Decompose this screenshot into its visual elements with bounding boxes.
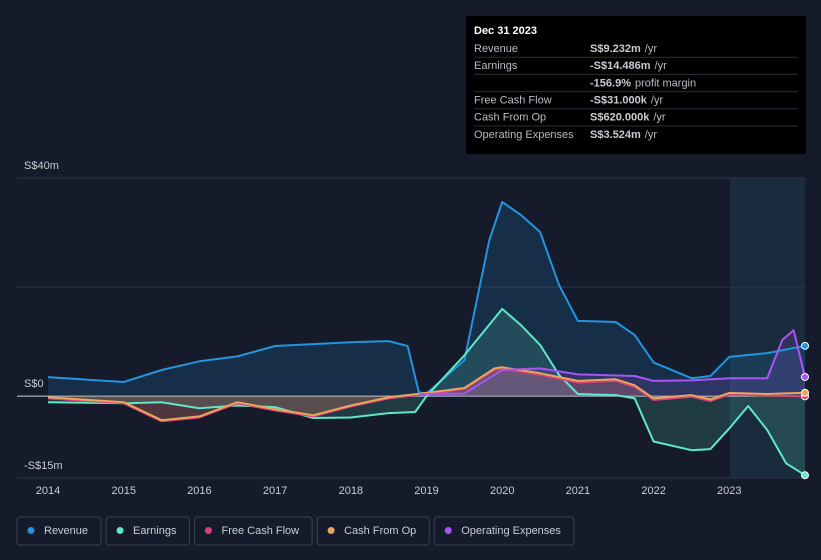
tooltip-label: Operating Expenses: [474, 129, 574, 141]
tooltip-value: S$9.232m: [590, 43, 641, 55]
legend-box: [16, 516, 102, 546]
legend-label: Free Cash Flow: [221, 525, 299, 537]
x-axis: 2014 2015 2016 2017 2018 2019 2020 2021 2022 2023: [36, 485, 742, 497]
tooltip-label: Cash From Op: [474, 112, 546, 124]
lines: [47, 201, 809, 480]
series-end-dot: [801, 471, 809, 480]
y-tick-label: S$40m: [24, 160, 59, 172]
tooltip-label: Revenue: [474, 43, 518, 55]
y-tick-label: S$0: [24, 378, 44, 390]
series-line: [47, 201, 806, 395]
legend-box: [316, 516, 430, 546]
legend-label: Operating Expenses: [461, 525, 561, 537]
legend-dot: [327, 527, 335, 534]
tooltip-value: -S$31.000k: [590, 95, 648, 107]
tooltip-label: Free Cash Flow: [474, 95, 552, 107]
tooltip-unit: /yr: [645, 43, 658, 55]
legend-box: [433, 516, 575, 546]
legend-dot: [204, 527, 212, 534]
legend-label: Earnings: [133, 525, 177, 537]
x-tick-label: 2019: [414, 485, 438, 497]
legend-item[interactable]: Cash From Op: [316, 516, 430, 546]
series-line: [47, 366, 806, 422]
series-line: [418, 329, 806, 395]
series-end-dot: [801, 372, 809, 381]
legend-item[interactable]: Revenue: [16, 516, 102, 546]
legend-dot: [444, 527, 452, 534]
x-tick-label: 2017: [263, 485, 287, 497]
y-tick-label: -S$15m: [24, 460, 63, 472]
x-tick-label: 2020: [490, 485, 514, 497]
x-tick-label: 2014: [36, 485, 60, 497]
legend-label: Cash From Op: [344, 525, 416, 537]
tooltip-value: -S$14.486m: [590, 60, 651, 72]
tooltip-title: Dec 31 2023: [474, 25, 537, 37]
legend-label: Revenue: [44, 525, 88, 537]
tooltip-box: [466, 16, 806, 154]
x-tick-label: 2022: [641, 485, 665, 497]
tooltip-value: S$620.000k: [590, 112, 650, 124]
legend-item[interactable]: Free Cash Flow: [193, 516, 313, 546]
legend-item[interactable]: Operating Expenses: [433, 516, 575, 546]
tooltip: Dec 31 2023 Revenue S$9.232m/yr Earnings -S…: [466, 16, 806, 154]
legend-item[interactable]: Earnings: [105, 516, 190, 546]
series-area: [48, 202, 805, 397]
series-line: [47, 367, 806, 423]
highlight-band: [730, 178, 805, 478]
legend-dot: [27, 527, 35, 534]
tooltip-unit: /yr: [653, 112, 666, 124]
legend-box: [105, 516, 190, 546]
tooltip-unit: /yr: [651, 95, 664, 107]
series-end-dot: [801, 341, 809, 350]
x-tick-label: 2016: [187, 485, 211, 497]
x-tick-label: 2018: [339, 485, 363, 497]
tooltip-unit: profit margin: [635, 77, 696, 89]
tooltip-unit: /yr: [655, 60, 668, 72]
series-end-dot: [801, 388, 809, 397]
tooltip-value: -156.9%: [590, 77, 631, 89]
x-tick-label: 2015: [111, 485, 135, 497]
tooltip-label: Earnings: [474, 60, 518, 72]
legend: Revenue Earnings Free Cash Flow Cash From O…: [16, 516, 575, 546]
x-tick-label: 2021: [566, 485, 590, 497]
tooltip-value: S$3.524m: [590, 129, 641, 141]
x-tick-label: 2023: [717, 485, 741, 497]
areas: [48, 202, 805, 476]
tooltip-unit: /yr: [645, 129, 658, 141]
legend-box: [193, 516, 313, 546]
legend-dot: [116, 527, 124, 534]
